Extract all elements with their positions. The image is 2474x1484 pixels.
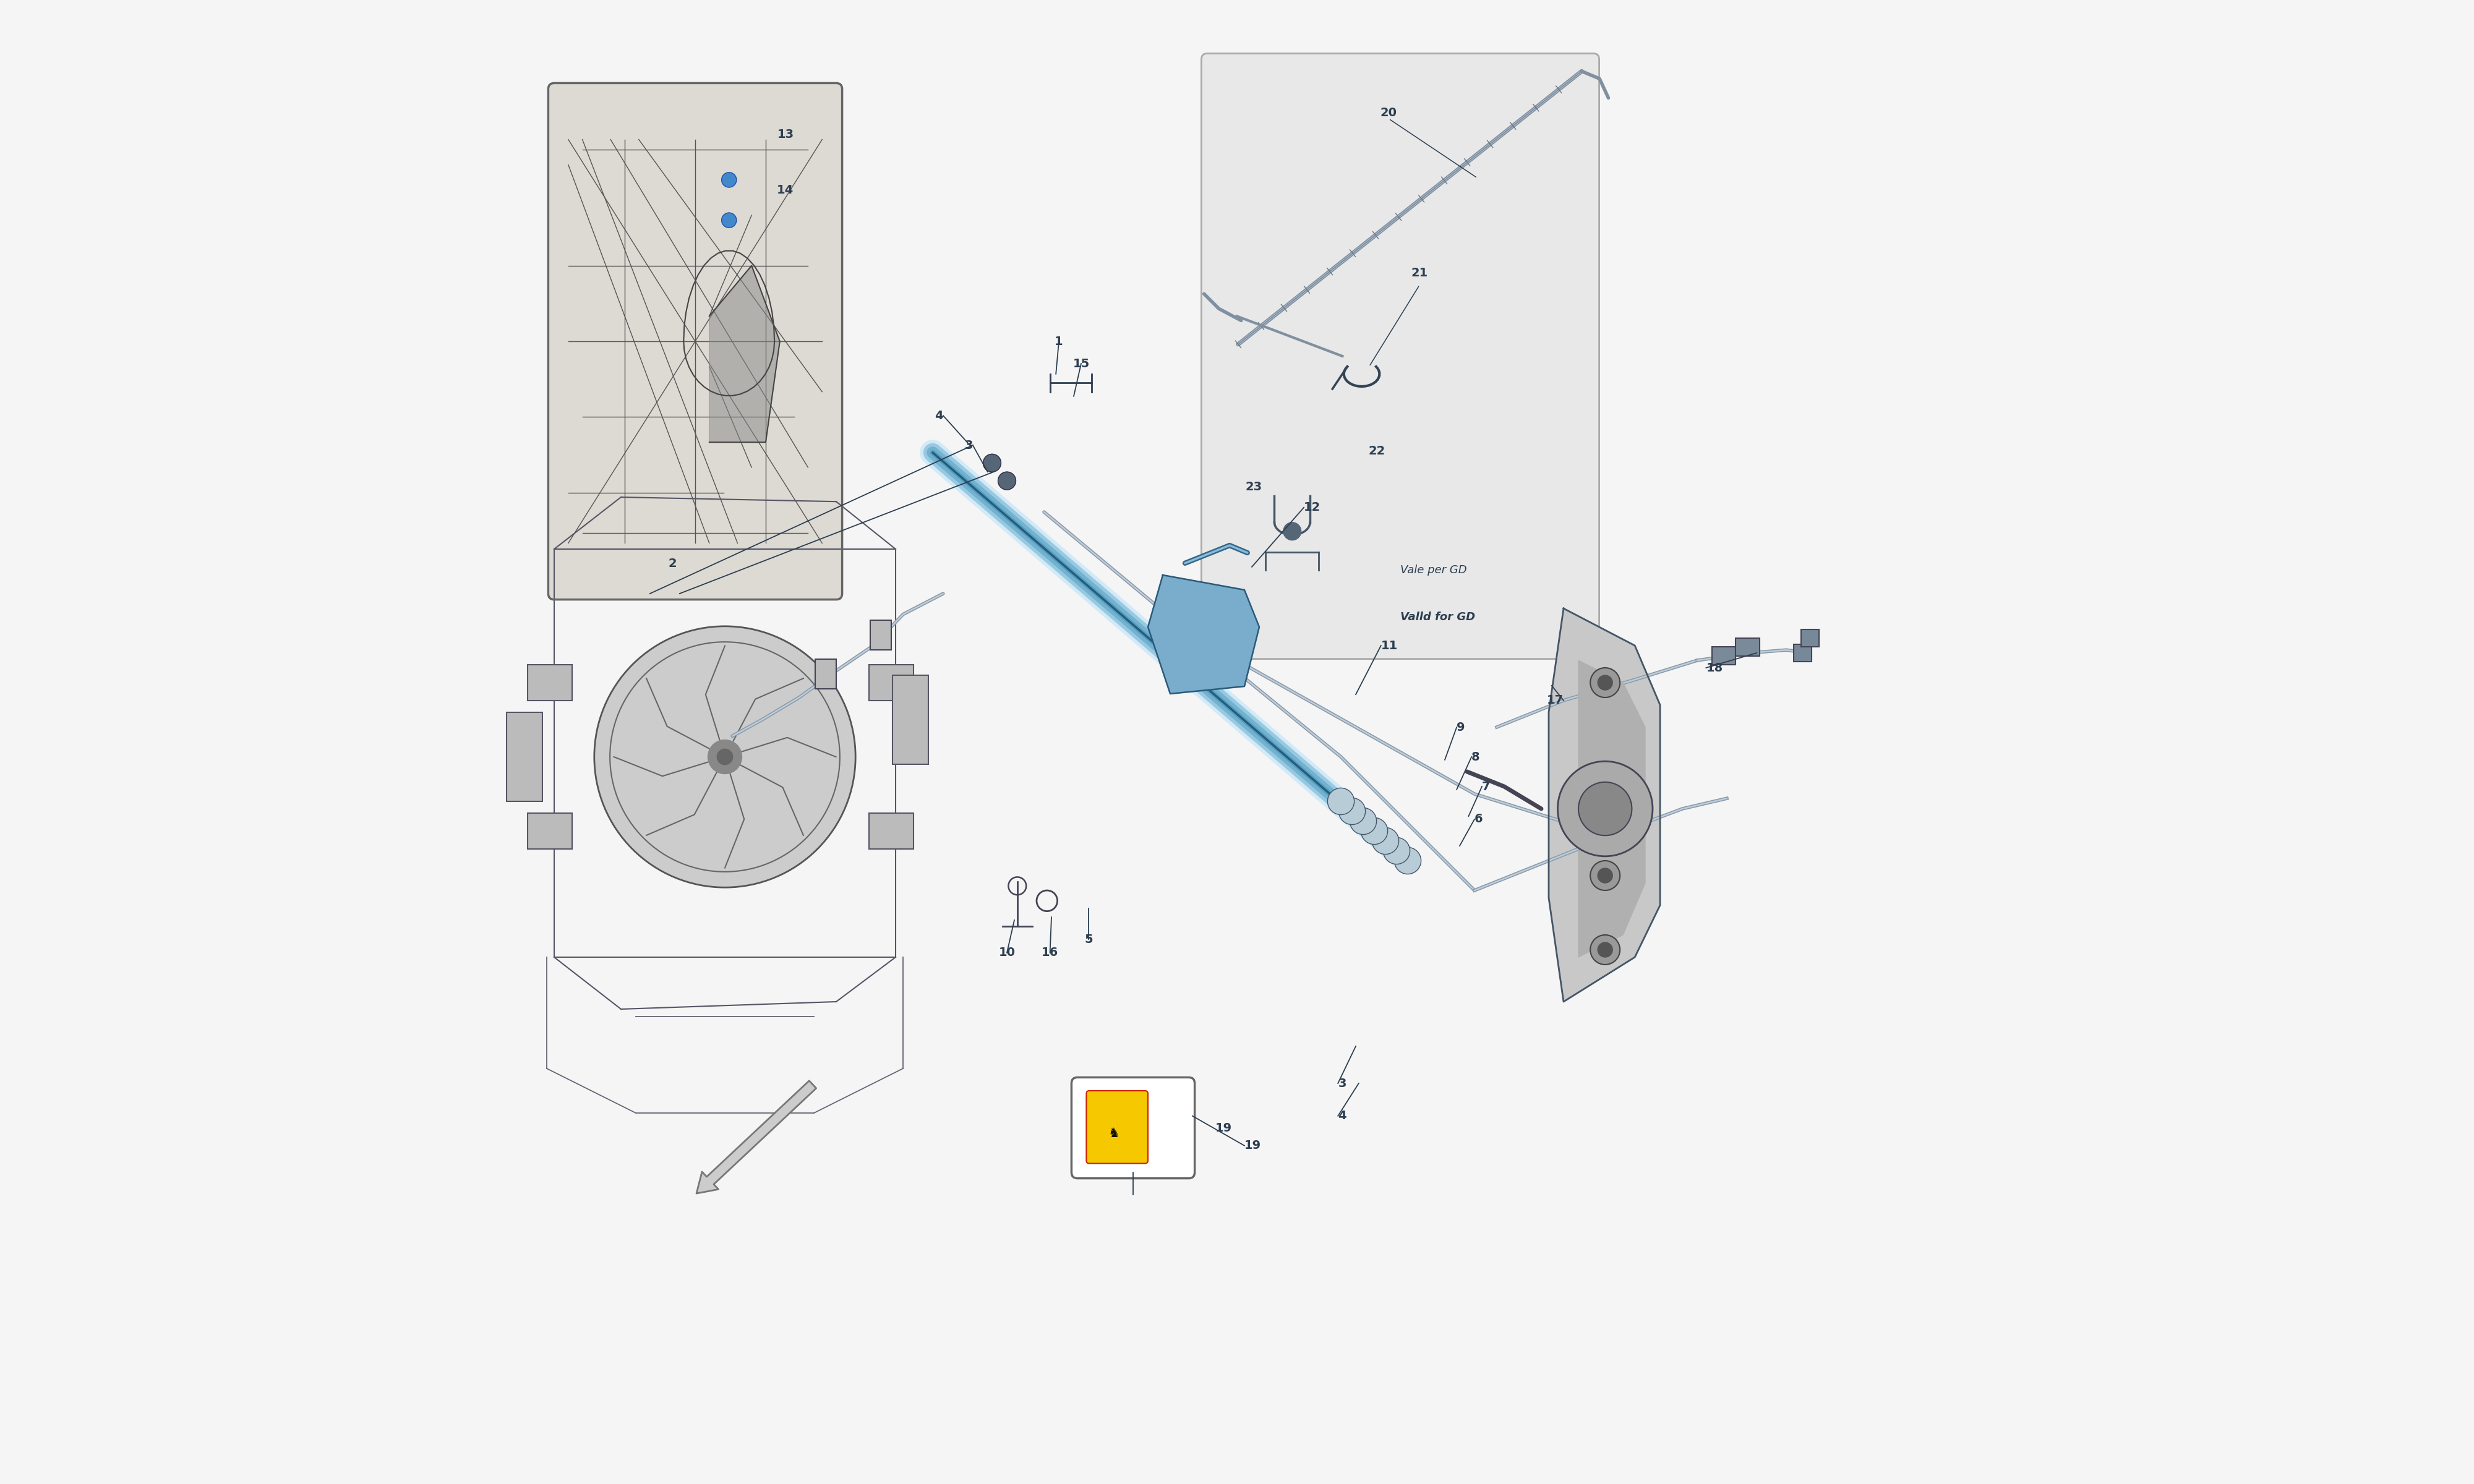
Text: 16: 16 [1042, 947, 1059, 959]
Bar [1794, 644, 1811, 662]
FancyBboxPatch shape [549, 83, 841, 600]
Text: 8: 8 [1472, 751, 1479, 763]
Bar [527, 665, 571, 700]
Circle shape [1351, 807, 1376, 834]
Bar [816, 659, 836, 689]
Bar [1712, 647, 1737, 665]
Text: 18: 18 [1707, 662, 1722, 674]
Circle shape [1578, 782, 1633, 835]
Bar [868, 665, 913, 700]
Circle shape [1591, 935, 1620, 965]
Circle shape [1338, 798, 1366, 825]
Circle shape [717, 749, 732, 764]
Text: 10: 10 [999, 947, 1014, 959]
Text: 6: 6 [1475, 813, 1482, 825]
Bar [871, 620, 891, 650]
Circle shape [722, 212, 737, 227]
Circle shape [1591, 668, 1620, 697]
Circle shape [1361, 818, 1388, 844]
Text: 3: 3 [1338, 1077, 1346, 1089]
Text: 11: 11 [1380, 640, 1398, 651]
Text: 19: 19 [1244, 1140, 1262, 1152]
Text: 3: 3 [965, 439, 972, 451]
Text: 23: 23 [1244, 481, 1262, 493]
FancyBboxPatch shape [1071, 1077, 1195, 1178]
Text: 9: 9 [1457, 721, 1465, 733]
Text: 20: 20 [1380, 107, 1398, 119]
Text: 21: 21 [1410, 267, 1427, 279]
Bar [507, 712, 542, 801]
Bar [868, 813, 913, 849]
Circle shape [1284, 522, 1301, 540]
Circle shape [1395, 847, 1420, 874]
Circle shape [1598, 772, 1613, 787]
Circle shape [1591, 861, 1620, 890]
Text: 2: 2 [668, 558, 678, 570]
Circle shape [1598, 675, 1613, 690]
Text: 4: 4 [935, 410, 943, 421]
Text: 5: 5 [1084, 933, 1094, 945]
FancyBboxPatch shape [1202, 53, 1598, 659]
Text: 12: 12 [1304, 502, 1321, 513]
Circle shape [982, 454, 1002, 472]
Text: 15: 15 [1074, 358, 1089, 370]
Circle shape [594, 626, 856, 887]
Circle shape [1383, 837, 1410, 864]
Polygon shape [710, 266, 779, 442]
Circle shape [708, 741, 742, 773]
Circle shape [1591, 764, 1620, 794]
FancyBboxPatch shape [1086, 1091, 1148, 1163]
Bar [1737, 638, 1759, 656]
Text: 17: 17 [1546, 695, 1564, 706]
Text: 1: 1 [1054, 335, 1064, 347]
Text: 22: 22 [1368, 445, 1385, 457]
Text: 13: 13 [777, 129, 794, 141]
Circle shape [1329, 788, 1353, 815]
Text: Valld for GD: Valld for GD [1400, 611, 1475, 623]
Polygon shape [1148, 574, 1259, 693]
Polygon shape [1578, 660, 1645, 957]
FancyArrowPatch shape [698, 1080, 816, 1193]
Text: 14: 14 [777, 184, 794, 196]
Circle shape [722, 172, 737, 187]
Circle shape [1559, 761, 1653, 856]
Text: 7: 7 [1482, 781, 1489, 792]
Text: Vale per GD: Vale per GD [1400, 564, 1467, 576]
Circle shape [1373, 828, 1398, 855]
Text: 19: 19 [1215, 1122, 1232, 1134]
Polygon shape [1549, 608, 1660, 1002]
Bar [1801, 629, 1818, 647]
Text: ♞: ♞ [1108, 1126, 1121, 1140]
Text: 4: 4 [1338, 1110, 1346, 1122]
Circle shape [1598, 942, 1613, 957]
Circle shape [1598, 868, 1613, 883]
Bar [527, 813, 571, 849]
Circle shape [997, 472, 1017, 490]
Bar [893, 675, 928, 764]
